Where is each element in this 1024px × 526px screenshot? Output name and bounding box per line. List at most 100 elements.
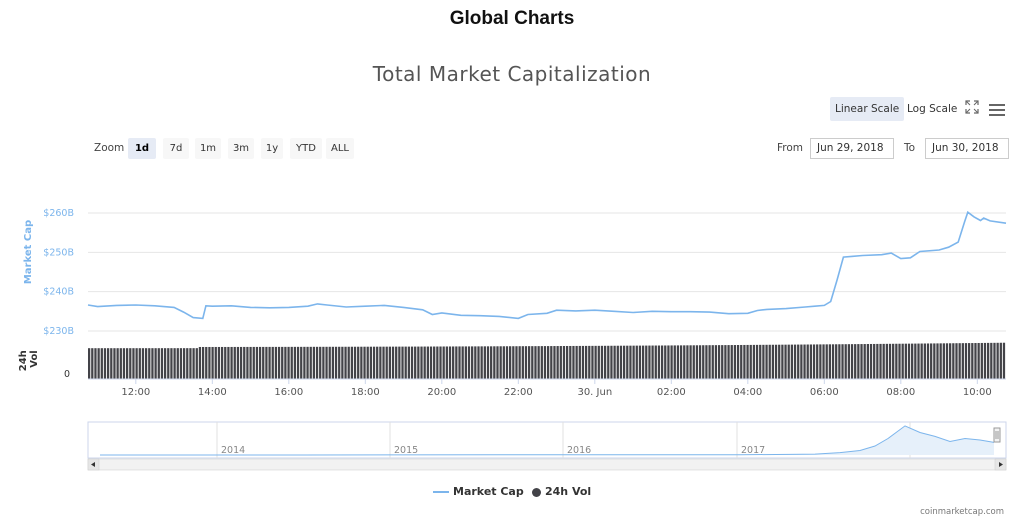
volume-bar — [711, 345, 714, 379]
volume-bar — [673, 345, 676, 379]
volume-bar — [838, 344, 841, 379]
navigator-handle[interactable] — [993, 427, 1001, 443]
navigator-year-label: 2014 — [221, 445, 245, 456]
volume-bar — [781, 344, 784, 379]
volume-bar — [683, 345, 686, 379]
volume-bar — [201, 346, 205, 379]
volume-bar — [271, 346, 274, 379]
zoom-button-ytd[interactable]: YTD — [290, 138, 322, 159]
volume-bar — [407, 346, 410, 379]
volume-bar — [581, 345, 585, 379]
legend-item-market-cap[interactable]: Market Cap — [433, 485, 524, 498]
volume-bar — [122, 348, 126, 379]
volume-bar — [616, 345, 619, 379]
volume-bar — [565, 345, 569, 379]
x-axis-ticks: 12:00 14:00 16:00 18:00 20:00 22:00 30. Jun 02:… — [121, 379, 992, 398]
volume-bar — [236, 346, 240, 379]
from-date-input[interactable]: Jun 29, 2018 — [810, 138, 894, 159]
volume-bar — [926, 343, 930, 379]
volume-bar — [309, 346, 312, 379]
volume-bar — [588, 345, 591, 379]
volume-bar — [850, 344, 854, 379]
volume-bar — [980, 342, 983, 379]
volume-bar — [857, 344, 860, 379]
navigator-scrollbar[interactable] — [87, 458, 1007, 471]
volume-bar — [502, 346, 505, 379]
volume-bar — [189, 348, 192, 379]
volume-bar — [629, 345, 632, 379]
zoom-button-3m[interactable]: 3m — [228, 138, 254, 159]
zoom-button-1m[interactable]: 1m — [195, 138, 221, 159]
volume-bar — [847, 344, 850, 379]
linear-scale-button[interactable]: Linear Scale — [830, 97, 905, 121]
navigator[interactable]: 20142015201620172018 — [87, 421, 1007, 459]
volume-bar — [154, 348, 157, 379]
volume-bar — [243, 346, 246, 379]
to-date-input[interactable]: Jun 30, 2018 — [925, 138, 1009, 159]
volume-bar — [499, 346, 502, 379]
volume-bar — [170, 348, 173, 379]
zoom-button-all[interactable]: ALL — [326, 138, 354, 159]
volume-bar — [129, 348, 132, 379]
volume-bar — [547, 346, 550, 379]
volume-bar — [923, 343, 926, 379]
volume-bar — [284, 346, 287, 379]
volume-bar — [490, 346, 493, 379]
volume-bar — [917, 343, 920, 379]
zoom-button-1d[interactable]: 1d — [128, 138, 156, 159]
x-tick-label: 12:00 — [121, 387, 150, 398]
volume-bar — [192, 348, 195, 379]
x-tick-label: 20:00 — [427, 387, 456, 398]
volume-bar — [296, 346, 300, 379]
volume-bar — [600, 345, 604, 379]
volume-bar — [964, 343, 968, 379]
volume-bar — [686, 345, 689, 379]
volume-bar — [993, 342, 996, 379]
volume-bar — [357, 346, 360, 379]
legend-item-24h-vol[interactable]: 24h Vol — [532, 485, 591, 498]
volume-bar — [173, 348, 176, 379]
legend-line-icon — [433, 491, 449, 493]
volume-bar — [262, 346, 265, 379]
volume-bar — [987, 342, 990, 379]
volume-bar — [344, 346, 347, 379]
volume-bar — [933, 343, 936, 379]
volume-bar — [208, 346, 211, 379]
volume-bar — [255, 346, 259, 379]
volume-bar — [771, 344, 775, 379]
fullscreen-icon[interactable] — [965, 99, 979, 118]
volume-bar — [94, 348, 97, 379]
volume-bar — [214, 346, 217, 379]
zoom-button-7d[interactable]: 7d — [163, 138, 189, 159]
volume-bar — [471, 346, 474, 379]
volume-bar — [258, 346, 262, 379]
navigator-line — [100, 425, 995, 456]
volume-bar — [607, 345, 610, 379]
volume-axis-tick-0: 0 — [64, 369, 70, 380]
volume-bar — [163, 348, 167, 379]
menu-icon[interactable] — [989, 101, 1005, 120]
market-cap-line[interactable] — [87, 210, 1007, 320]
volume-bar — [528, 346, 531, 379]
volume-axis-label-line2: Vol — [29, 350, 40, 368]
chart-title: Total Market Capitalization — [372, 62, 652, 86]
volume-bar — [1002, 342, 1006, 379]
volume-bar — [882, 343, 885, 379]
volume-bar — [866, 344, 869, 379]
volume-bar — [698, 345, 702, 379]
volume-bar — [113, 348, 116, 379]
zoom-button-1y[interactable]: 1y — [261, 138, 283, 159]
navigator-year-label: 2015 — [394, 445, 418, 456]
credits-link[interactable]: coinmarketcap.com — [920, 507, 1004, 517]
volume-bar — [714, 345, 718, 379]
volume-bar — [657, 345, 661, 379]
volume-bar — [553, 346, 556, 379]
volume-bar — [806, 344, 809, 379]
volume-bar — [755, 344, 759, 379]
log-scale-button[interactable]: Log Scale — [907, 103, 958, 115]
volume-bar — [869, 343, 873, 379]
volume-bar — [480, 346, 483, 379]
volume-bar — [983, 342, 987, 379]
volume-bar — [920, 343, 923, 379]
x-tick-label: 10:00 — [963, 387, 992, 398]
